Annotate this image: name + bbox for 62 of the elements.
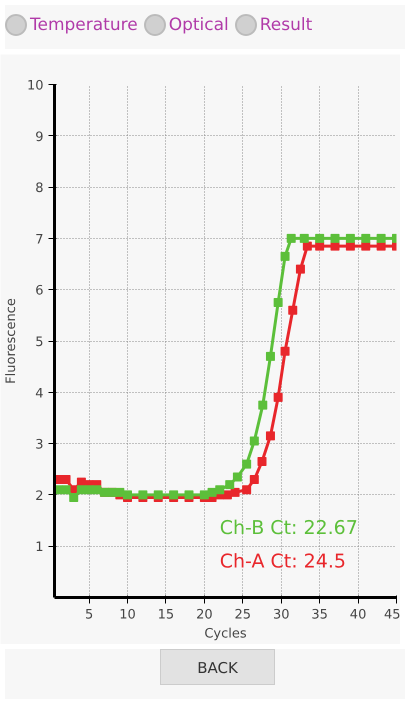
point	[286, 234, 296, 243]
point	[69, 492, 78, 502]
y-axis-title: Fluorescence	[4, 298, 19, 384]
point	[280, 252, 290, 261]
point	[274, 392, 283, 402]
point	[258, 457, 267, 466]
y-tick-label: 3	[35, 438, 44, 453]
point	[250, 436, 259, 446]
point	[315, 234, 324, 243]
y-tick-label: 7	[35, 232, 44, 248]
point	[361, 234, 370, 243]
point	[184, 490, 194, 500]
point	[62, 475, 71, 484]
x-tick-label: 45	[384, 608, 401, 622]
series-label: Ch-B Ct: 22.67	[220, 517, 358, 540]
point	[266, 352, 275, 361]
x-tick-label: 25	[234, 608, 252, 622]
x-tick-label: 40	[350, 608, 366, 622]
point	[232, 472, 242, 482]
point	[274, 298, 283, 308]
x-tick-label: 15	[158, 608, 174, 622]
x-tick-label: 30	[272, 608, 290, 622]
x-tick-label: 20	[196, 608, 213, 622]
point	[230, 488, 240, 497]
text: Result	[258, 14, 312, 37]
y-tick-label: 9	[35, 130, 44, 145]
text: Temperature	[29, 14, 138, 37]
point	[215, 485, 224, 494]
point	[266, 431, 275, 440]
point	[123, 490, 132, 500]
point	[154, 490, 163, 500]
x-tick-label: 5	[84, 608, 94, 622]
point	[330, 234, 340, 243]
point	[225, 480, 234, 490]
point	[346, 234, 355, 243]
y-tick-label: 5	[35, 335, 44, 350]
point	[280, 346, 290, 356]
point	[169, 490, 178, 500]
point	[296, 264, 305, 274]
point	[242, 460, 252, 469]
point	[376, 234, 386, 243]
y-tick-label: 1	[35, 540, 44, 556]
text: BACK	[160, 649, 275, 685]
point	[288, 306, 298, 315]
text: Optical	[168, 14, 229, 37]
y-tick-label: 10	[26, 78, 44, 94]
x-tick-label: 10	[119, 608, 136, 622]
y-tick-label: 2	[35, 488, 44, 504]
y-tick-label: 8	[35, 181, 44, 196]
point	[138, 490, 148, 500]
point	[300, 234, 309, 243]
point	[84, 485, 94, 494]
text: Ch-A Ct: 24.5	[220, 550, 346, 573]
x-axis-title: Cycles	[204, 626, 247, 642]
point	[302, 242, 312, 251]
point	[62, 485, 71, 494]
point	[242, 485, 252, 494]
x-tick-label: 35	[311, 608, 328, 622]
point	[250, 475, 259, 484]
y-tick-label: 6	[35, 284, 44, 299]
y-tick-label: 4	[35, 386, 44, 402]
point	[258, 400, 268, 410]
